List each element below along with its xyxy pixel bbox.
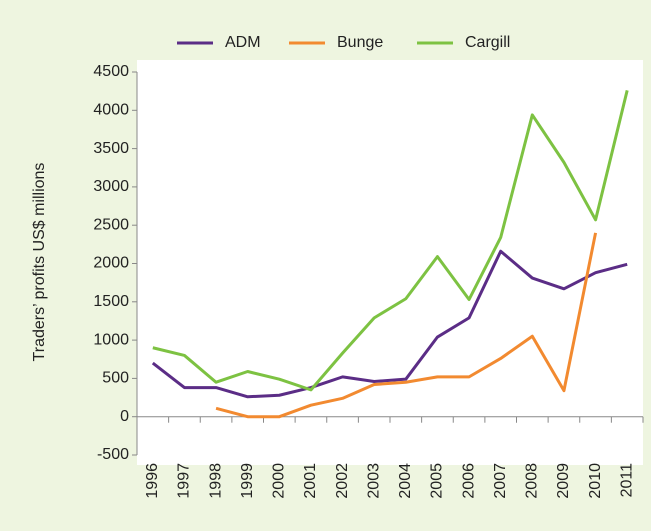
y-tick-label: -500 (97, 446, 129, 463)
y-tick-label: 2500 (93, 216, 129, 233)
plot-area (137, 60, 643, 465)
line (215, 232, 598, 419)
y-tick-label: 4000 (93, 102, 129, 119)
x-tick-label: 2002 (334, 463, 351, 499)
line (151, 249, 628, 399)
x-tick-label: 2008 (524, 463, 541, 499)
x-tick-label: 1997 (176, 463, 193, 499)
x-tick-label: 2000 (271, 463, 288, 499)
legend-label: ADM (225, 34, 261, 51)
x-tick-label: 2003 (365, 463, 382, 499)
x-tick-label: 1999 (239, 463, 256, 499)
y-tick-label: 4500 (93, 63, 129, 80)
y-tick-label: 2000 (93, 255, 129, 272)
x-tick-label: 2011 (618, 463, 635, 498)
legend-label: Bunge (337, 34, 383, 51)
y-tick-label: 500 (102, 370, 129, 387)
x-tick-label: 1996 (144, 463, 161, 499)
x-tick-label: 2005 (429, 463, 446, 499)
y-tick-label: 3000 (93, 178, 129, 195)
y-tick-label: 1500 (93, 293, 129, 310)
line (152, 90, 629, 392)
x-tick-label: 1998 (207, 463, 224, 499)
legend-label: Cargill (465, 34, 510, 51)
y-tick-label: 0 (120, 408, 129, 425)
y-tick-label: 3500 (93, 140, 129, 157)
x-tick-label: 2001 (302, 463, 319, 499)
x-tick-label: 2006 (460, 463, 477, 499)
x-tick-label: 2010 (587, 463, 604, 499)
x-tick-label: 2007 (492, 463, 509, 499)
x-tick-label: 2004 (397, 463, 414, 499)
y-axis-label: Traders’ profits US$ millions (31, 163, 48, 362)
x-tick-label: 2009 (555, 463, 572, 499)
y-tick-label: 1000 (93, 331, 129, 348)
